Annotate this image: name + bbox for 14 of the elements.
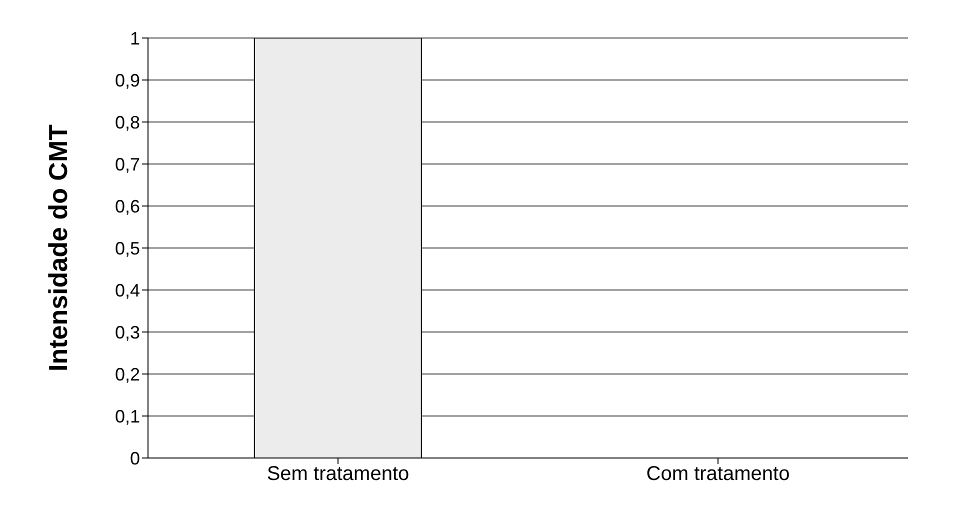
y-axis-title: Intensidade do CMT	[43, 124, 74, 372]
y-tick-label: 0,2	[114, 364, 140, 384]
x-tick-label: Sem tratamento	[266, 463, 410, 486]
y-tick-label: 0,1	[114, 406, 140, 426]
y-tick-label: 1	[130, 28, 140, 48]
y-tick-label: 0,4	[114, 280, 140, 300]
y-tick-label: 0,8	[114, 112, 140, 132]
y-tick-label: 0,3	[114, 322, 140, 342]
y-tick-label: 0,5	[114, 238, 140, 258]
y-tick-label: 0	[130, 448, 140, 468]
x-tick-label: Com tratamento	[646, 463, 790, 486]
y-tick-label: 0,7	[114, 154, 140, 174]
y-tick-label: 0,6	[114, 196, 140, 216]
y-tick-label: 0,9	[114, 70, 140, 90]
